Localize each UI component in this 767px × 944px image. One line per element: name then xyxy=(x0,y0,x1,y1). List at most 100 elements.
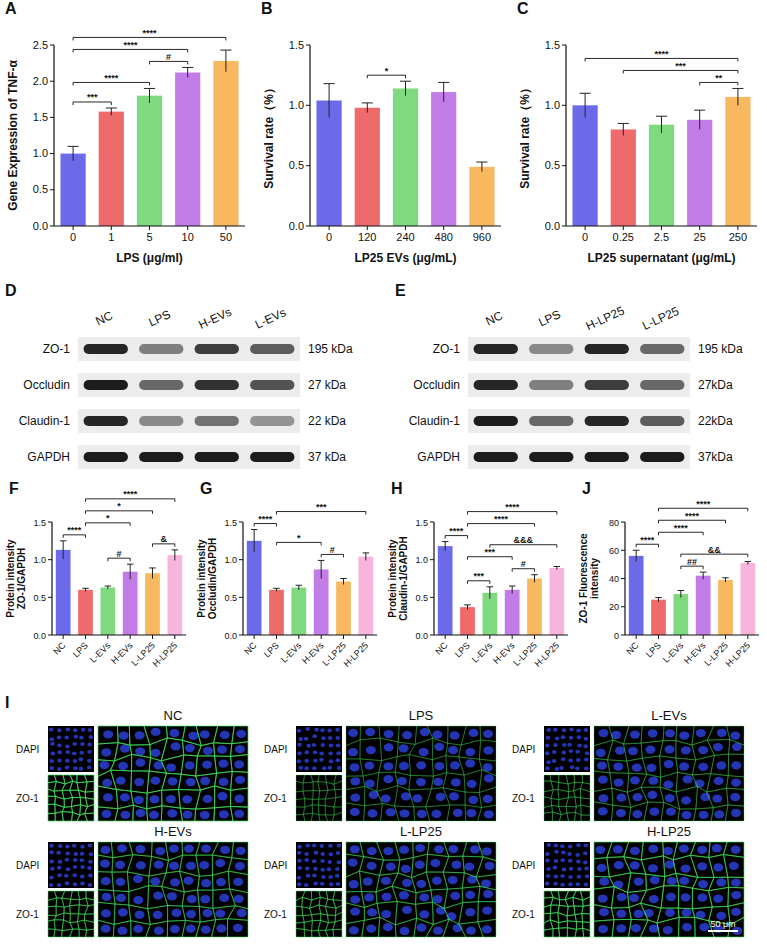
nucleus xyxy=(714,777,724,785)
band xyxy=(84,380,128,390)
x-tick-label: H-LP25 xyxy=(533,640,562,669)
y-tick xyxy=(48,522,52,523)
nucleus xyxy=(185,744,195,752)
nucleus xyxy=(448,746,458,754)
nucleus xyxy=(297,751,302,755)
nucleus xyxy=(731,891,741,899)
significance-label: **** xyxy=(123,489,138,499)
error-bar xyxy=(580,93,591,117)
x-tick-label: H-LP25 xyxy=(342,640,371,669)
nucleus xyxy=(349,880,359,888)
x-axis-title: LP25 supernatant (μg/mL) xyxy=(587,251,735,265)
band xyxy=(585,380,629,390)
nucleus xyxy=(402,879,412,887)
x-tick xyxy=(107,635,108,639)
size-label: 37 kDa xyxy=(308,450,346,464)
nucleus xyxy=(433,895,443,903)
error-bar xyxy=(340,579,346,585)
nucleus xyxy=(66,867,71,871)
nucleus xyxy=(335,736,340,740)
nucleus xyxy=(321,875,326,879)
blot-strip xyxy=(78,373,300,397)
nucleus xyxy=(630,776,640,784)
image-background xyxy=(48,842,94,888)
nucleus xyxy=(553,866,558,870)
nucleus xyxy=(328,844,333,848)
nucleus xyxy=(384,743,394,751)
panel-label: B xyxy=(261,0,273,17)
nucleus xyxy=(599,877,609,885)
error-bar xyxy=(105,586,111,589)
nucleus xyxy=(595,846,605,854)
significance-label: ** xyxy=(715,73,723,83)
y-tick-label: 1.5 xyxy=(33,518,46,528)
nucleus xyxy=(381,910,391,918)
nucleus xyxy=(648,864,658,872)
panel-label: H xyxy=(391,480,403,497)
y-tick xyxy=(430,559,434,560)
nucleus xyxy=(233,924,243,932)
nucleus xyxy=(116,894,126,902)
nucleus xyxy=(665,794,675,802)
nucleus xyxy=(235,862,245,870)
nucleus xyxy=(89,735,94,739)
nucleus xyxy=(116,777,126,785)
y-tick xyxy=(621,578,625,579)
nucleus xyxy=(400,927,410,935)
nucleus xyxy=(365,728,375,736)
y-tick xyxy=(562,105,566,106)
x-tick-label: 0 xyxy=(582,231,588,243)
y-tick xyxy=(430,522,434,523)
bar-panel: B0.00.51.01.50120240480960LP25 EVs (μg/m… xyxy=(261,0,501,265)
nucleus xyxy=(201,844,211,852)
nucleus xyxy=(576,843,581,847)
nucleus xyxy=(552,750,557,754)
nucleus xyxy=(312,734,317,738)
nucleus xyxy=(218,792,228,800)
nucleus xyxy=(169,862,179,870)
nucleus xyxy=(368,809,378,817)
nucleus xyxy=(297,859,302,863)
nucleus xyxy=(57,883,62,887)
scale-bar-label: 50 μm xyxy=(710,919,735,929)
nucleus xyxy=(350,845,360,853)
lane-label: LPS xyxy=(146,307,172,329)
zo1-signal xyxy=(594,842,744,937)
band xyxy=(139,452,183,462)
nucleus xyxy=(366,925,376,933)
x-tick xyxy=(481,226,482,230)
image-background xyxy=(296,775,342,821)
nucleus xyxy=(65,844,70,848)
error-bar xyxy=(700,572,706,579)
nucleus xyxy=(451,778,461,786)
western-blot: DNCLPSH-EVsL-EVsZO-1195 kDaOccludin27 kD… xyxy=(5,282,353,469)
nucleus xyxy=(186,778,196,786)
y-tick xyxy=(50,189,54,190)
error-bar xyxy=(144,88,155,102)
significance-label: * xyxy=(117,501,121,511)
blot-strip xyxy=(468,409,690,433)
zo1-signal xyxy=(594,726,744,821)
bar xyxy=(687,120,712,226)
band xyxy=(474,380,518,390)
nucleus xyxy=(682,811,692,819)
nucleus xyxy=(554,875,559,879)
y-tick-label: 0.0 xyxy=(415,631,428,641)
nucleus xyxy=(99,761,109,769)
bar-panel: H0.00.51.01.5NCLPSL-EVsH-EVsL-LP25H-LP25… xyxy=(387,480,569,669)
group-title: H-LP25 xyxy=(647,824,691,839)
nucleus xyxy=(545,751,550,755)
y-tick-label: 1.0 xyxy=(289,99,304,111)
nucleus xyxy=(698,746,708,754)
x-tick xyxy=(725,635,726,639)
nucleus xyxy=(585,874,590,878)
nucleus xyxy=(629,894,639,902)
nucleus xyxy=(313,882,318,886)
nucleus xyxy=(633,793,643,801)
nucleus xyxy=(50,742,55,746)
nucleus xyxy=(217,746,227,754)
y-tick xyxy=(621,635,625,636)
y-tick-label: 1.5 xyxy=(545,39,560,51)
x-tick xyxy=(298,635,299,639)
nucleus xyxy=(305,866,310,870)
